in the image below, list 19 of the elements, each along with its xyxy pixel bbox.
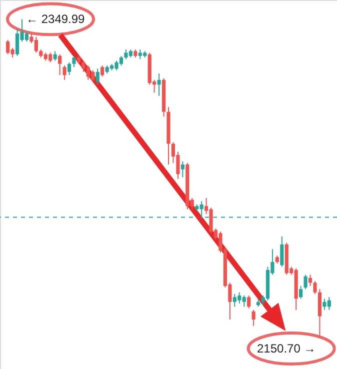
candlestick	[318, 288, 322, 338]
annotation: ← 2349.99	[26, 12, 86, 26]
candlestick	[252, 309, 256, 326]
candlestick	[313, 280, 317, 294]
candlestick	[304, 274, 308, 290]
candlestick	[67, 62, 72, 76]
candlestick	[62, 64, 66, 80]
candlestick	[96, 68, 100, 86]
candlestick	[58, 54, 62, 76]
candlestick	[72, 55, 76, 68]
candlestick	[308, 274, 312, 286]
annotation: 2150.70 →	[256, 342, 316, 356]
candlestick	[157, 72, 161, 96]
candlestick	[247, 295, 251, 309]
candlestick	[100, 64, 104, 78]
candlestick	[180, 160, 184, 178]
candlestick	[53, 50, 57, 62]
candlestick	[280, 236, 284, 268]
candlestick	[299, 285, 303, 300]
